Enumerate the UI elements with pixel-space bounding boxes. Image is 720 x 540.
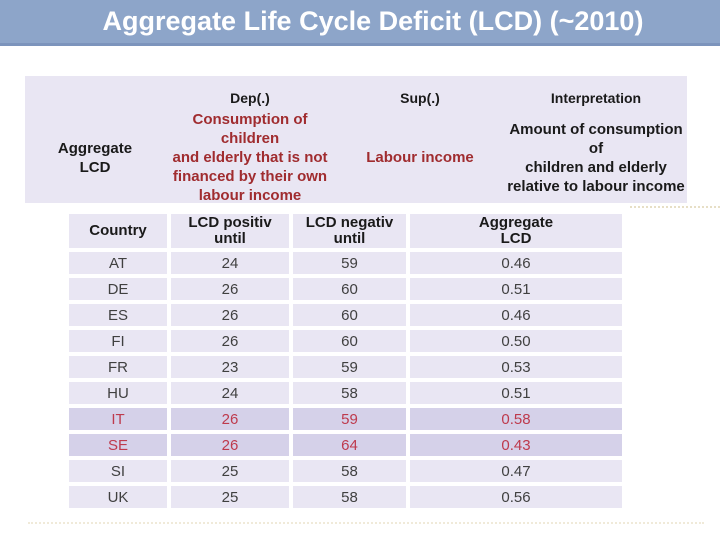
- table-row: HU 24 58 0.51: [69, 382, 622, 404]
- slide-title-bar: Aggregate Life Cycle Deficit (LCD) (~201…: [0, 0, 720, 46]
- cell-lcd-negativ-until: 58: [293, 486, 406, 508]
- cell-aggregate-lcd: 0.43: [410, 434, 622, 456]
- cell-aggregate-lcd: 0.50: [410, 330, 622, 352]
- cell-lcd-positiv-until: 25: [171, 460, 289, 482]
- cell-lcd-negativ-until: 64: [293, 434, 406, 456]
- cell-aggregate-lcd: 0.51: [410, 278, 622, 300]
- panel-interpretation-description: Amount of consumption of children and el…: [507, 120, 685, 195]
- cell-aggregate-lcd: 0.46: [410, 304, 622, 326]
- cell-lcd-positiv-until: 26: [171, 434, 289, 456]
- cell-country: FI: [69, 330, 167, 352]
- cell-lcd-negativ-until: 59: [293, 356, 406, 378]
- table-row: FI 26 60 0.50: [69, 330, 622, 352]
- cell-country: ES: [69, 304, 167, 326]
- cell-aggregate-lcd: 0.53: [410, 356, 622, 378]
- table-row: FR 23 59 0.53: [69, 356, 622, 378]
- cell-aggregate-lcd: 0.46: [410, 252, 622, 274]
- header-lcd-negativ-until: LCD negativ until: [293, 214, 406, 248]
- header-aggregate-lcd: Aggregate LCD: [410, 214, 622, 248]
- cell-lcd-positiv-until: 24: [171, 252, 289, 274]
- cell-country: UK: [69, 486, 167, 508]
- table-row: UK 25 58 0.56: [69, 486, 622, 508]
- cell-aggregate-lcd: 0.47: [410, 460, 622, 482]
- decor-dashed-line-bottom: [28, 522, 704, 524]
- cell-lcd-negativ-until: 59: [293, 252, 406, 274]
- cell-lcd-positiv-until: 23: [171, 356, 289, 378]
- cell-lcd-negativ-until: 60: [293, 304, 406, 326]
- panel-header-sup: Sup(.): [400, 90, 440, 106]
- header-lcd-positiv-until: LCD positiv until: [171, 214, 289, 248]
- cell-lcd-negativ-until: 59: [293, 408, 406, 430]
- country-table: Country LCD positiv until LCD negativ un…: [65, 210, 626, 512]
- cell-country: SE: [69, 434, 167, 456]
- panel-dep-description: Consumption of children and elderly that…: [172, 111, 328, 204]
- cell-country: FR: [69, 356, 167, 378]
- panel-header-dep: Dep(.): [230, 90, 270, 106]
- cell-lcd-positiv-until: 26: [171, 330, 289, 352]
- cell-lcd-negativ-until: 60: [293, 330, 406, 352]
- cell-lcd-positiv-until: 24: [171, 382, 289, 404]
- cell-country: DE: [69, 278, 167, 300]
- table-row: SE 26 64 0.43: [69, 434, 622, 456]
- panel-row-label: Aggregate LCD: [57, 139, 133, 176]
- cell-lcd-positiv-until: 26: [171, 408, 289, 430]
- cell-aggregate-lcd: 0.56: [410, 486, 622, 508]
- header-country: Country: [69, 214, 167, 248]
- table-row: IT 26 59 0.58: [69, 408, 622, 430]
- cell-country: HU: [69, 382, 167, 404]
- cell-country: AT: [69, 252, 167, 274]
- panel-corner-blank: [25, 76, 165, 110]
- table-row: ES 26 60 0.46: [69, 304, 622, 326]
- cell-country: IT: [69, 408, 167, 430]
- country-table-head: Country LCD positiv until LCD negativ un…: [69, 214, 622, 248]
- cell-aggregate-lcd: 0.58: [410, 408, 622, 430]
- table-row: AT 24 59 0.46: [69, 252, 622, 274]
- country-table-body: AT 24 59 0.46 DE 26 60 0.51 ES 26 60 0.46 FI 26 60 0.50…: [69, 252, 622, 508]
- cell-lcd-negativ-until: 58: [293, 460, 406, 482]
- cell-aggregate-lcd: 0.51: [410, 382, 622, 404]
- cell-country: SI: [69, 460, 167, 482]
- decor-dashed-line-top: [630, 206, 720, 208]
- definition-panel: Dep(.) Sup(.) Interpretation Aggregate L…: [25, 76, 687, 204]
- table-header-row: Country LCD positiv until LCD negativ un…: [69, 214, 622, 248]
- panel-sup-value: Labour income: [366, 149, 474, 166]
- slide-title: Aggregate Life Cycle Deficit (LCD) (~201…: [102, 6, 644, 36]
- table-row: DE 26 60 0.51: [69, 278, 622, 300]
- cell-lcd-negativ-until: 58: [293, 382, 406, 404]
- cell-lcd-positiv-until: 26: [171, 304, 289, 326]
- table-row: SI 25 58 0.47: [69, 460, 622, 482]
- cell-lcd-positiv-until: 26: [171, 278, 289, 300]
- panel-header-interpretation: Interpretation: [550, 90, 642, 106]
- cell-lcd-negativ-until: 60: [293, 278, 406, 300]
- cell-lcd-positiv-until: 25: [171, 486, 289, 508]
